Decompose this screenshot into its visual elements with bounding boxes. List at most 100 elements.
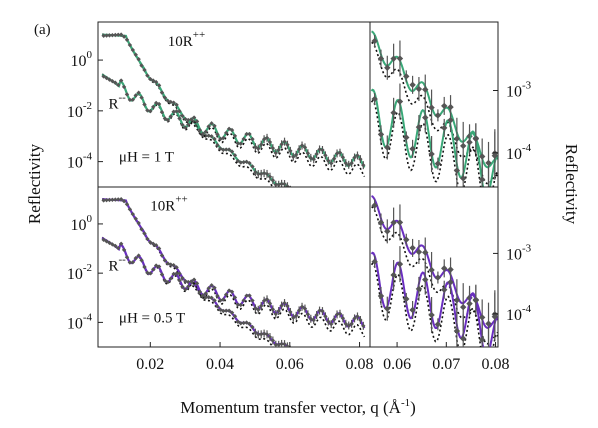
bottom-left-data-point	[148, 240, 153, 245]
top-left-data-point	[256, 171, 261, 177]
bottom-left-data-point	[209, 295, 214, 301]
top-left-data-point	[261, 170, 267, 176]
top-left-data-point	[270, 178, 276, 183]
bottom-left-data-point	[273, 311, 278, 317]
panel-top-left-annotations: 10R++ R-- μH = 1 T	[108, 29, 205, 166]
top-right-data-point	[478, 176, 486, 183]
top-left-field-annotation: μH = 1 T	[119, 150, 174, 166]
top-left-data-point	[264, 171, 270, 177]
top-left-data-point	[168, 114, 173, 119]
bottom-right-data-point	[384, 305, 391, 312]
bottom-left-data-point	[101, 198, 106, 203]
top-left-ytick-label: 10-4	[67, 151, 93, 172]
panel-bottom-left-xticks: 0.02 0.04 0.06 0.08	[136, 342, 374, 373]
top-left-data-point	[306, 196, 310, 200]
x-axis-title-close: )	[410, 398, 416, 417]
panel-bottom-left-annotations: 10R++ R-- μH = 0.5 T	[108, 193, 187, 326]
top-left-fit-curve-upper	[102, 33, 289, 187]
top-right-data-point	[403, 134, 410, 141]
bottom-left-data-point	[250, 324, 255, 330]
bottom-left-data-point	[223, 292, 229, 297]
bottom-right-data-point	[377, 219, 385, 226]
top-left-data-point	[320, 147, 325, 153]
top-right-data-point	[409, 81, 416, 89]
bottom-right-xtick-label: 0.06	[383, 356, 411, 373]
bottom-left-data-point	[110, 242, 115, 247]
panel-bottom-right: 10-3 10-4 0.06 0.07 0.08	[369, 186, 532, 373]
top-left-data-point	[101, 33, 106, 38]
bottom-left-data-point	[338, 369, 342, 373]
bottom-left-data-point	[153, 243, 159, 248]
bottom-left-data-point	[116, 197, 121, 202]
bottom-left-data-point	[229, 289, 235, 295]
top-left-data-point	[344, 216, 348, 220]
top-left-data-point	[206, 133, 211, 138]
top-right-data-point	[434, 160, 442, 167]
bottom-right-data-point	[384, 228, 391, 235]
top-left-data-point	[282, 139, 287, 144]
x-axis-title: Momentum transfer vector, q (Å-1)	[180, 397, 416, 417]
top-left-data-point	[116, 32, 121, 38]
bottom-left-data-point	[349, 378, 353, 382]
bottom-left-data-point	[101, 237, 106, 243]
bottom-right-data-point	[478, 336, 486, 343]
bottom-right-model-curve-upper	[371, 206, 498, 345]
bottom-right-data-point	[441, 265, 448, 272]
bottom-right-data-point	[377, 292, 385, 300]
top-left-data-point	[241, 136, 246, 142]
bottom-right-fit-curve-lower	[370, 251, 498, 347]
bottom-left-data-point	[223, 308, 229, 313]
bottom-left-data-point	[162, 258, 168, 263]
top-left-data-point	[215, 143, 220, 148]
bottom-left-data-point	[197, 289, 203, 295]
bottom-left-data-point	[247, 321, 252, 327]
bottom-left-data-point	[186, 284, 191, 289]
top-left-data-point	[264, 135, 270, 141]
bottom-left-data-point	[349, 321, 354, 327]
bottom-left-data-point	[323, 364, 327, 368]
bottom-left-data-point	[130, 211, 136, 217]
bottom-right-data-point	[478, 314, 486, 321]
top-left-data-point	[121, 84, 127, 90]
top-left-data-point	[110, 78, 115, 84]
top-left-data-point	[148, 76, 153, 82]
top-left-data-point	[107, 77, 112, 82]
top-left-data-point	[258, 142, 264, 147]
top-right-data-point	[460, 142, 467, 150]
bottom-right-data-point	[409, 306, 416, 314]
top-left-data-point	[332, 210, 336, 214]
bottom-left-data-point	[285, 303, 290, 309]
bottom-left-field-annotation: μH = 0.5 T	[119, 310, 185, 326]
top-left-data-point	[317, 147, 322, 152]
bottom-left-data-point	[314, 312, 319, 318]
top-left-data-point	[285, 142, 290, 147]
bottom-left-data-point	[326, 367, 330, 371]
top-left-data-point	[279, 181, 284, 187]
bottom-left-data-point	[282, 341, 287, 347]
bottom-left-data-point	[361, 323, 366, 329]
bottom-left-data-point	[331, 317, 337, 322]
top-left-data-point	[273, 182, 278, 187]
bottom-left-data-point	[133, 216, 138, 221]
bottom-left-xtick-label: 0.08	[346, 356, 374, 373]
top-right-data-point	[377, 131, 385, 138]
top-left-data-point	[177, 116, 182, 121]
top-left-data-point	[226, 147, 232, 152]
bottom-left-data-point	[282, 300, 287, 306]
y-axis-title-left: Reflectivity	[25, 143, 44, 224]
bottom-left-data-point	[250, 298, 255, 303]
bottom-left-data-point	[238, 321, 243, 326]
top-left-data-point	[337, 150, 343, 155]
bottom-left-data-point	[270, 338, 276, 343]
top-left-data-point	[305, 151, 311, 156]
panel-bottom-right-xticks: 0.06 0.07 0.08	[383, 342, 510, 373]
top-left-data-point	[218, 146, 223, 151]
bottom-left-data-point	[340, 315, 346, 321]
top-left-data-point	[235, 141, 241, 146]
top-left-data-point	[335, 209, 339, 213]
top-right-data-point	[466, 139, 473, 146]
bottom-left-data-point	[329, 321, 334, 327]
bottom-left-data-point	[311, 317, 316, 323]
bottom-left-data-point	[212, 285, 217, 290]
bottom-left-ytick-label: 10-4	[67, 311, 93, 332]
